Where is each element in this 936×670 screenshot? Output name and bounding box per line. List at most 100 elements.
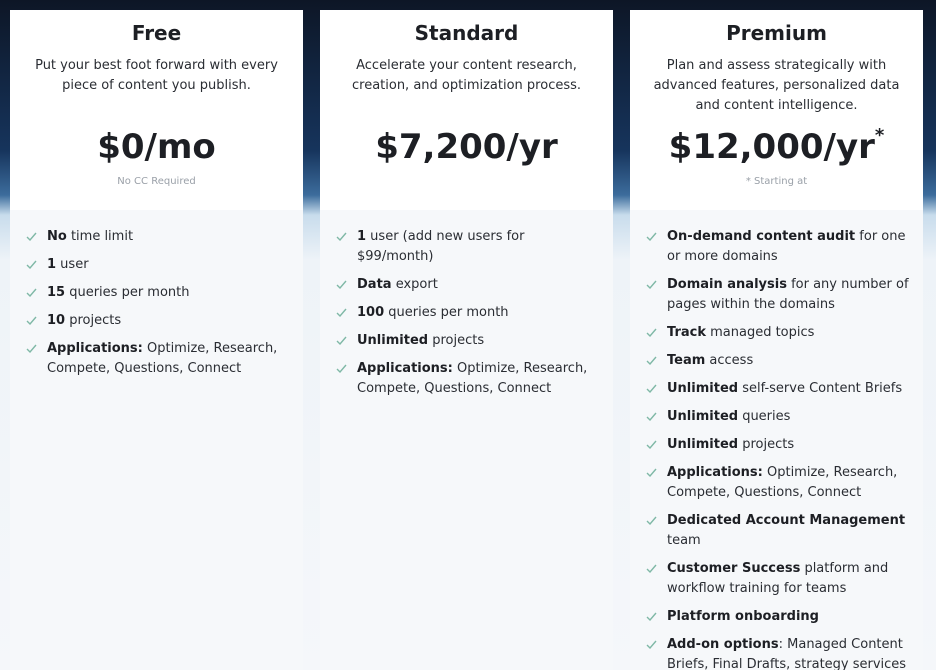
feature-highlight: 10 [47,313,66,328]
check-icon [646,468,657,477]
price-mark: * [874,125,885,146]
feature-text: for any number of pages within the domai… [667,277,909,312]
plan-name: Premium [726,21,827,45]
feature-item: 1 user (add new users for $99/month) [336,227,599,267]
feature-text: time limit [66,229,134,244]
feature-item: On-demand content audit for one or more … [646,227,909,267]
check-icon [646,516,657,525]
feature-highlight: Dedicated Account Management [667,513,906,528]
feature-text: user (add new users for $99/month) [357,229,525,264]
feature-item: 1 user [26,255,289,275]
feature-list: On-demand content audit for one or more … [630,210,923,670]
plan-price: $7,200/yr [375,127,558,167]
feature-item: Unlimited projects [336,331,599,351]
feature-text: user [56,257,89,272]
plan-name: Free [131,21,182,45]
feature-item: Applications: Optimize, Research, Compet… [336,359,599,399]
check-icon [26,260,37,269]
plan-header: Free Put your best foot forward with ever… [10,10,303,210]
feature-item: 15 queries per month [26,283,289,303]
feature-text: Optimize, Research, Compete, Questions, … [357,361,588,396]
plan-name: Standard [414,21,519,45]
feature-highlight: Unlimited [357,333,429,348]
feature-highlight: Applications: [667,465,763,480]
feature-text: queries [738,409,791,424]
check-icon [336,336,347,345]
feature-item: Platform onboarding [646,607,909,627]
feature-text: team [667,533,701,548]
plan-price-row: $0/mo [24,126,289,168]
feature-text: : Managed Content Briefs, Final Drafts, … [667,637,907,670]
plan-description: Plan and assess strategically with advan… [653,58,900,113]
plan-description: Put your best foot forward with every pi… [35,58,278,93]
feature-item: Add-on options: Managed Content Briefs, … [646,635,909,670]
check-icon [336,364,347,373]
feature-item: Unlimited projects [646,435,909,455]
feature-highlight: 1 [47,257,57,272]
check-icon [336,308,347,317]
plan-price: $0/mo [97,127,216,167]
plan-description: Accelerate your content research, creati… [351,58,582,93]
feature-item: Dedicated Account Management team [646,511,909,551]
plan-card: Premium Plan and assess strategically wit… [630,10,923,670]
feature-highlight: Add-on options [667,637,779,652]
price-note: No CC Required [117,176,196,187]
feature-highlight: Data [357,277,392,292]
feature-text: projects [65,313,122,328]
check-icon [336,280,347,289]
plan-card: Standard Accelerate your content research… [320,10,613,670]
feature-highlight: Track [667,325,706,340]
check-icon [646,640,657,649]
check-icon [646,412,657,421]
plan-price: $12,000/yr [668,127,875,167]
feature-text: projects [428,333,485,348]
check-icon [26,232,37,241]
feature-highlight: Unlimited [667,409,739,424]
feature-highlight: Team [667,353,706,368]
check-icon [646,356,657,365]
feature-text: queries per month [384,305,509,320]
feature-item: 100 queries per month [336,303,599,323]
feature-item: Team access [646,351,909,371]
plan-header: Standard Accelerate your content research… [320,10,613,210]
feature-text: export [391,277,438,292]
feature-highlight: 1 [357,229,367,244]
plan-card: Free Put your best foot forward with ever… [10,10,303,670]
feature-text: managed topics [705,325,815,340]
feature-highlight: Platform onboarding [667,609,819,624]
feature-item: No time limit [26,227,289,247]
check-icon [26,316,37,325]
feature-item: Unlimited queries [646,407,909,427]
feature-highlight: Unlimited [667,437,739,452]
feature-text: projects [738,437,795,452]
check-icon [336,232,347,241]
feature-highlight: Customer Success [667,561,801,576]
check-icon [646,232,657,241]
check-icon [26,344,37,353]
check-icon [646,328,657,337]
feature-highlight: No [47,229,67,244]
feature-highlight: Applications: [357,361,453,376]
feature-highlight: Applications: [47,341,143,356]
feature-highlight: On-demand content audit [667,229,856,244]
plan-price-row: $7,200/yr [334,126,599,168]
feature-text: Optimize, Research, Compete, Questions, … [667,465,898,500]
feature-item: Track managed topics [646,323,909,343]
feature-text: access [705,353,754,368]
price-note: * Starting at [745,176,808,187]
feature-text: self-serve Content Briefs [738,381,903,396]
feature-text: for one or more domains [667,229,906,264]
feature-text: platform and workflow training for teams [667,561,889,596]
feature-highlight: Unlimited [667,381,739,396]
plan-header: Premium Plan and assess strategically wit… [630,10,923,210]
feature-text: Optimize, Research, Compete, Questions, … [47,341,278,376]
feature-item: Customer Success platform and workflow t… [646,559,909,599]
check-icon [646,564,657,573]
feature-highlight: Domain analysis [667,277,787,292]
feature-text: queries per month [65,285,190,300]
check-icon [646,612,657,621]
feature-highlight: 15 [47,285,66,300]
plan-price-row: $12,000/yr* [644,126,909,168]
feature-item: Applications: Optimize, Research, Compet… [646,463,909,503]
